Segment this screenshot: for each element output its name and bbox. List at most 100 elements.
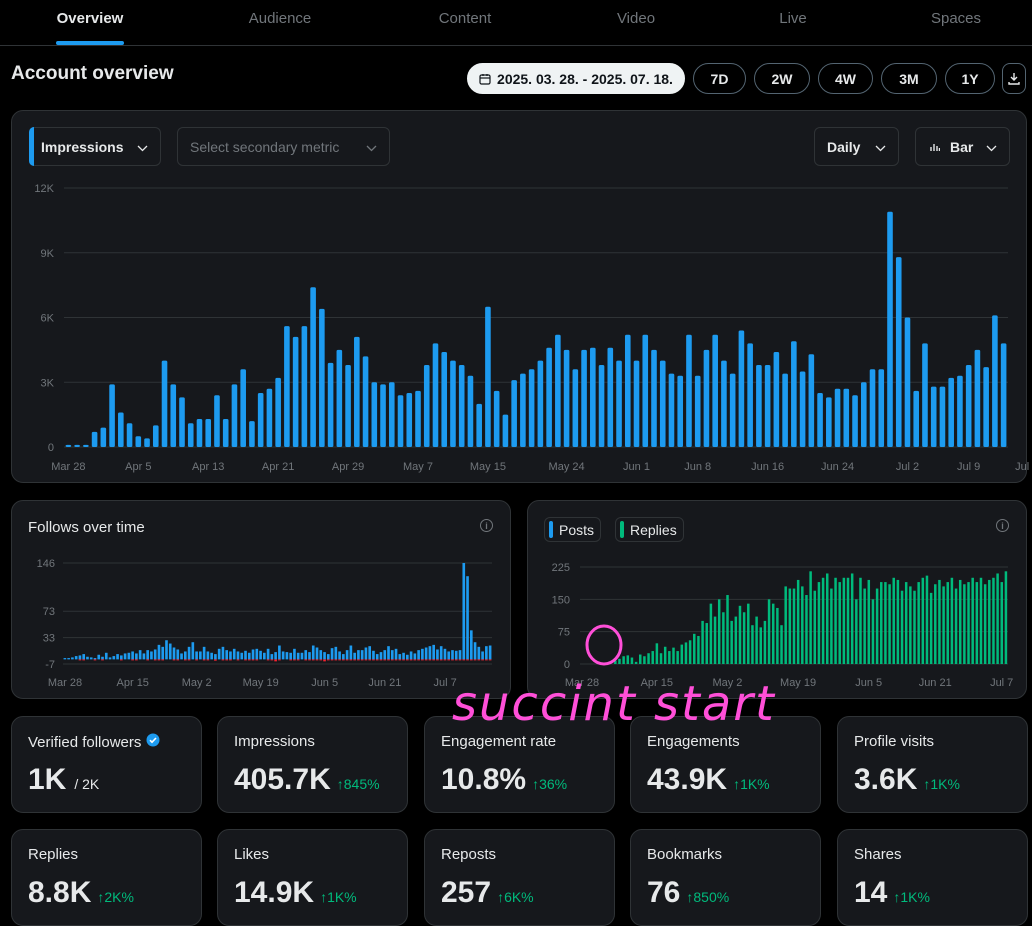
legend-posts[interactable]: Posts [544,517,602,542]
unfollows-bar [202,659,206,661]
info-icon[interactable]: i [996,519,1009,532]
stat-label-text: Engagement rate [441,733,557,750]
replies-bar [821,577,825,664]
replies-bar [963,584,966,664]
stat-value-text: 10.8% [441,763,527,796]
stat-value: 8.8K ↑2K% [28,876,134,910]
follows-bar [199,651,202,660]
date-range-picker[interactable]: 2025. 03. 28. - 2025. 07. 18. [467,63,685,94]
follows-bar [421,648,424,660]
chevron-down-icon [137,139,148,155]
unfollows-bar [462,659,466,661]
follows-bar [462,563,466,660]
stat-card[interactable]: Engagements 43.9K ↑1K% [630,716,821,813]
replies-bar [909,586,912,664]
follows-bar [372,650,375,660]
impressions-bar [74,444,80,447]
impressions-bar [528,369,535,447]
range-2w-button[interactable]: 2W [754,63,810,94]
chart-type-select[interactable]: Bar [915,127,1010,166]
y-tick-label: 33 [43,633,55,645]
primary-metric-select[interactable]: Impressions [29,127,161,166]
range-7d-button[interactable]: 7D [693,63,746,94]
granularity-label: Daily [827,138,861,155]
stat-card[interactable]: Shares 14 ↑1K% [837,829,1028,926]
impressions-bar [773,352,780,447]
replies-bar [651,651,654,664]
stat-card[interactable]: Profile visits 3.6K ↑1K% [837,716,1028,813]
y-tick-label: 3K [41,377,55,389]
info-icon[interactable]: i [480,519,493,532]
download-button[interactable] [1002,63,1026,94]
stat-card[interactable]: Likes 14.9K ↑1K% [217,829,408,926]
impressions-bar [170,384,177,447]
impressions-bar [441,352,448,447]
tab-audience[interactable]: Audience [248,10,312,27]
granularity-select[interactable]: Daily [814,127,899,166]
x-tick-label: Apr 29 [332,461,364,473]
stat-value: 3.6K ↑1K% [854,763,960,797]
replies-bar [867,579,871,664]
follows-bar [104,652,108,660]
tab-spaces[interactable]: Spaces [930,10,982,27]
y-tick-label: 0 [564,659,570,671]
follows-bar [236,651,240,660]
follows-bar [330,648,334,660]
impressions-bar [965,364,972,447]
stat-card[interactable]: Impressions 405.7K ↑845% [217,716,408,813]
replies-bar [763,620,767,664]
range-1y-button[interactable]: 1Y [945,63,995,94]
stat-card[interactable]: Verified followers 1K / 2K [11,716,202,813]
range-3m-button[interactable]: 3M [881,63,937,94]
stat-card[interactable]: Reposts 257 ↑6K% [424,829,615,926]
impressions-bar [721,360,727,447]
replies-bar [817,582,821,664]
follows-bar [214,654,217,660]
replies-bar [784,586,787,664]
stat-change: ↑1K% [893,889,930,905]
follows-bar [138,650,142,660]
follows-bar [481,651,484,660]
stat-card[interactable]: Engagement rate 10.8% ↑36% [424,716,615,813]
follows-bar [278,645,281,660]
replies-bar [900,590,904,664]
tab-video[interactable]: Video [616,10,656,27]
replies-bar [813,590,817,664]
tab-live[interactable]: Live [779,10,807,27]
follows-bar [229,651,232,660]
impressions-bar [126,423,133,447]
follows-bar [78,655,82,660]
replies-bar [697,635,700,664]
stat-label: Impressions [234,733,315,750]
range-4w-button[interactable]: 4W [818,63,873,94]
follows-bar [293,648,296,660]
x-tick-label: May 24 [549,461,585,473]
follows-bar [304,650,308,660]
follows-bar [406,654,409,660]
impressions-bar [118,412,124,447]
legend-replies[interactable]: Replies [615,517,684,542]
tab-content[interactable]: Content [438,10,492,27]
stat-label-text: Engagements [647,733,740,750]
follows-bar [473,642,477,660]
impressions-bar [476,403,482,447]
follows-bar [488,645,492,660]
y-tick-label: 9K [41,248,55,260]
impressions-bar [1000,343,1007,447]
secondary-metric-select[interactable]: Select secondary metric [177,127,390,166]
replies-bar [730,620,733,664]
unfollows-bar [176,659,180,661]
unfollows-bar [101,659,104,661]
unfollows-bar [120,659,123,661]
stat-card[interactable]: Bookmarks 76 ↑850% [630,829,821,926]
stat-label-text: Shares [854,846,902,863]
impressions-bar [729,373,736,447]
tab-overview[interactable]: Overview [56,10,124,27]
stat-value-text: 8.8K [28,876,92,909]
stat-card[interactable]: Replies 8.8K ↑2K% [11,829,202,926]
replies-bar [979,577,983,664]
replies-bar [967,582,970,664]
follows-bar [74,656,78,660]
x-tick-label: May 15 [470,461,506,473]
impressions-bar [939,386,946,447]
